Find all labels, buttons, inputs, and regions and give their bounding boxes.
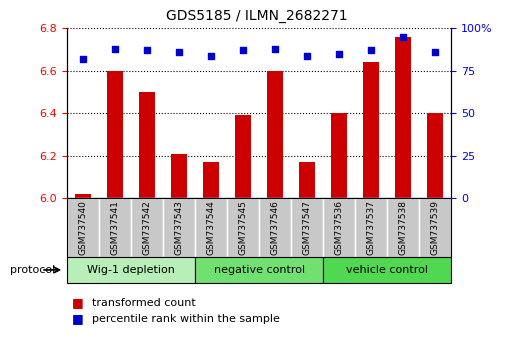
Text: GSM737540: GSM737540: [78, 200, 87, 255]
Text: ■: ■: [72, 296, 84, 309]
Point: [303, 53, 311, 58]
Text: GSM737536: GSM737536: [334, 200, 344, 255]
Text: GDS5185 / ILMN_2682271: GDS5185 / ILMN_2682271: [166, 9, 347, 23]
Text: GSM737541: GSM737541: [110, 200, 120, 255]
Point: [111, 46, 119, 52]
Point: [431, 49, 440, 55]
Bar: [331, 113, 347, 198]
Bar: [203, 162, 219, 198]
Point: [335, 51, 343, 57]
Text: Wig-1 depletion: Wig-1 depletion: [87, 265, 175, 275]
Bar: [171, 154, 187, 198]
Bar: [267, 71, 283, 198]
Text: GSM737544: GSM737544: [206, 200, 215, 255]
Point: [143, 47, 151, 53]
Point: [207, 53, 215, 58]
Text: ■: ■: [72, 312, 84, 325]
Text: GSM737547: GSM737547: [303, 200, 312, 255]
Text: GSM737537: GSM737537: [367, 200, 376, 255]
Bar: [427, 113, 443, 198]
Text: vehicle control: vehicle control: [346, 265, 428, 275]
Bar: [299, 162, 315, 198]
Bar: [139, 92, 155, 198]
Bar: [363, 62, 379, 198]
Text: GSM737538: GSM737538: [399, 200, 408, 255]
Point: [399, 34, 407, 40]
Text: protocol: protocol: [10, 265, 55, 275]
Point: [271, 46, 279, 52]
Text: GSM737539: GSM737539: [431, 200, 440, 255]
Text: negative control: negative control: [213, 265, 305, 275]
Text: percentile rank within the sample: percentile rank within the sample: [92, 314, 280, 324]
Text: GSM737546: GSM737546: [270, 200, 280, 255]
Bar: [396, 37, 411, 198]
Text: transformed count: transformed count: [92, 298, 196, 308]
Text: GSM737543: GSM737543: [174, 200, 184, 255]
Point: [239, 47, 247, 53]
Point: [175, 49, 183, 55]
Bar: [75, 194, 91, 198]
Point: [367, 47, 376, 53]
Bar: [235, 115, 251, 198]
Text: GSM737545: GSM737545: [239, 200, 248, 255]
Bar: [107, 71, 123, 198]
Text: GSM737542: GSM737542: [142, 200, 151, 255]
Point: [78, 56, 87, 62]
